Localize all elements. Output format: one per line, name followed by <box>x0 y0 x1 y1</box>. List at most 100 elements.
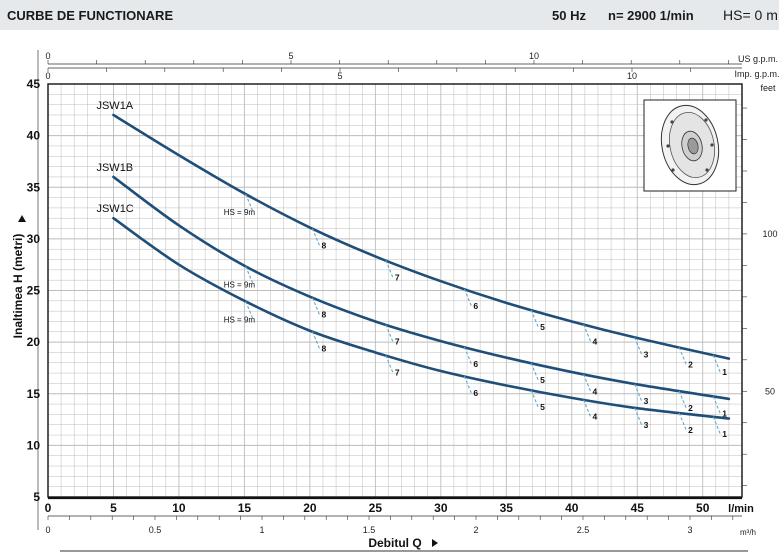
hs-dash <box>634 407 643 426</box>
y-tick-label: 25 <box>27 284 41 298</box>
hs-dash <box>712 396 721 414</box>
y-tick-label: 20 <box>27 335 41 349</box>
m3h-tick-label: 0.5 <box>149 525 162 535</box>
hs-label: 6 <box>473 388 478 398</box>
us-gpm-tick-label: 10 <box>529 51 539 61</box>
hs-label: HS = 9m <box>224 315 256 324</box>
x-unit: l/min <box>728 503 754 515</box>
hs-dash <box>583 324 592 342</box>
hs-label: 4 <box>593 412 598 422</box>
y-tick-label: 5 <box>33 490 40 504</box>
x-tick-label: 0 <box>45 501 52 515</box>
curve-jsw1c <box>112 216 731 420</box>
hs-label: 1 <box>722 429 727 439</box>
hs-dash <box>463 376 472 394</box>
curve-jsw1a <box>112 113 731 360</box>
hs-label: 4 <box>593 336 598 346</box>
hs-label: 7 <box>395 337 400 347</box>
hs-label: 8 <box>322 310 327 320</box>
hs-label: 7 <box>395 367 400 377</box>
us-gpm-tick-label: 5 <box>288 51 293 61</box>
us-gpm-unit: US g.p.m. <box>738 54 778 64</box>
hs-dash <box>530 389 539 408</box>
hs-dash <box>530 362 539 381</box>
hs-dash <box>463 346 472 365</box>
y-tick-label: 45 <box>27 77 41 91</box>
feet-unit: feet <box>760 83 776 93</box>
hs-dash <box>712 354 721 373</box>
hs-label: 2 <box>688 403 693 413</box>
y-tick-label: 10 <box>27 438 41 452</box>
x-axis-title: Debitul Q <box>368 536 421 550</box>
hs-dash <box>712 416 721 434</box>
speed-label: n= 2900 1/min <box>608 8 694 23</box>
series-label: JSW1A <box>96 100 133 112</box>
hs-label: 5 <box>540 402 545 412</box>
hs-dash <box>245 266 254 284</box>
hs-label: HS = 9m <box>224 280 256 289</box>
hs-label: 8 <box>322 241 327 251</box>
hs-dash <box>678 412 687 431</box>
m3h-tick-label: 1.5 <box>363 525 376 535</box>
y-tick-label: 30 <box>27 232 41 246</box>
x-tick-label: 5 <box>110 501 117 515</box>
hs-label: 6 <box>473 359 478 369</box>
hs-dash <box>311 297 321 315</box>
hs-label: 1 <box>722 367 727 377</box>
hs-dash <box>463 288 472 307</box>
hs-label: 2 <box>688 425 693 435</box>
imp-gpm-unit: Imp. g.p.m. <box>734 69 779 79</box>
hs-dash <box>311 331 321 349</box>
imp-gpm-tick-label: 0 <box>45 71 50 81</box>
feet-tick-label: 50 <box>765 386 775 396</box>
series-label: JSW1C <box>96 203 133 215</box>
hs-annotations: HS = 9m 8 7 6 5 4 3 2 1 HS = 9m 8 7 6 5 4 3 2 1 HS = 9m 8 7 6… <box>224 193 727 439</box>
x-tick-label: 50 <box>696 501 710 515</box>
hs-label: 8 <box>322 344 327 354</box>
x-tick-label: 10 <box>172 501 186 515</box>
x-axis-arrow-icon <box>432 539 438 547</box>
us-gpm-tick-label: 0 <box>45 51 50 61</box>
y-axis-arrow-icon <box>18 215 26 222</box>
hs-dash <box>245 301 254 319</box>
hs-dash <box>583 399 592 417</box>
y-axis-title: Inaltimea H (metri) <box>11 234 25 339</box>
hs-dash <box>311 228 321 246</box>
hs-label: 5 <box>540 322 545 332</box>
hs-label: 4 <box>593 386 598 396</box>
hs-label: 5 <box>540 375 545 385</box>
y-tick-label: 40 <box>27 129 41 143</box>
hs-dash <box>385 324 394 342</box>
series-label: JSW1B <box>96 162 133 174</box>
m3h-tick-label: 2 <box>473 525 478 535</box>
imp-gpm-tick-label: 5 <box>337 71 342 81</box>
m3h-tick-label: 3 <box>687 525 692 535</box>
imp-gpm-tick-label: 10 <box>627 71 637 81</box>
labels: 0 5 10 US g.p.m.0 5 10 Imp. g.p.m.0 0.5 1 1.5 2 2.5… <box>11 51 779 550</box>
pump-image <box>643 99 737 192</box>
curves <box>112 113 731 420</box>
hs-label: 1 <box>722 408 727 418</box>
frame <box>37 50 748 552</box>
feet-tick-label: 100 <box>762 229 777 239</box>
x-tick-label: 30 <box>434 501 448 515</box>
m3h-tick-label: 2.5 <box>577 525 590 535</box>
frequency-label: 50 Hz <box>552 8 586 23</box>
hs-label: 6 <box>473 301 478 311</box>
x-tick-label: 15 <box>238 501 252 515</box>
x-tick-label: 45 <box>631 501 645 515</box>
hs-label: HS= 0 m <box>723 7 778 23</box>
hs-dash <box>530 309 539 328</box>
x-tick-label: 25 <box>369 501 383 515</box>
hs-dash <box>385 260 394 278</box>
x-tick-label: 40 <box>565 501 579 515</box>
hs-label: 3 <box>644 420 649 430</box>
grid <box>48 84 742 497</box>
m3h-tick-label: 0 <box>45 525 50 535</box>
page-title: CURBE DE FUNCTIONARE <box>7 8 174 23</box>
hs-label: 2 <box>688 359 693 369</box>
hs-dash <box>385 355 394 373</box>
hs-dash <box>245 193 254 212</box>
hs-label: HS = 9m <box>224 208 256 217</box>
